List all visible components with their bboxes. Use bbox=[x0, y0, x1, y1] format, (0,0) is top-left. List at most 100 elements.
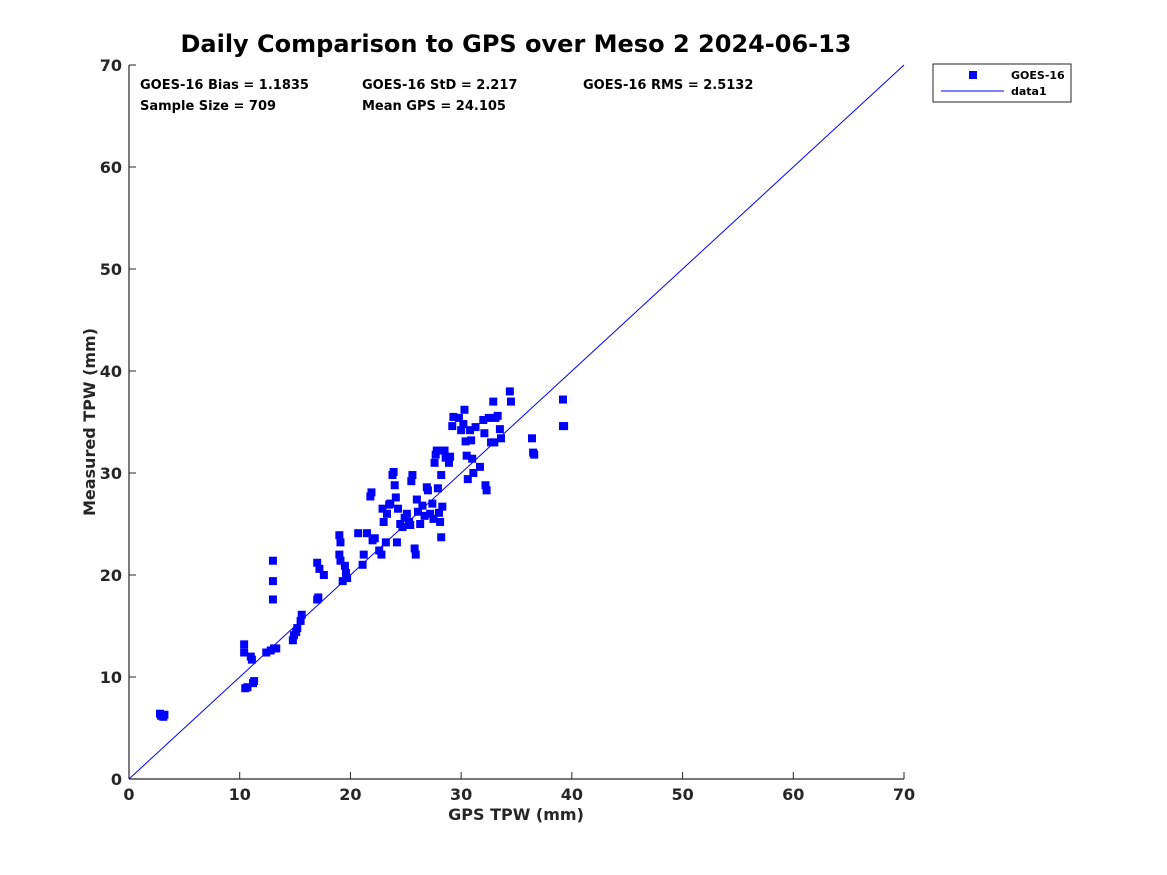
data-point-goes16 bbox=[367, 488, 376, 497]
data-point-goes16 bbox=[497, 434, 505, 443]
data-point-goes16 bbox=[296, 616, 305, 625]
stat-mean-gps: Mean GPS = 24.105 bbox=[362, 99, 506, 114]
data-point-goes16 bbox=[343, 574, 352, 583]
data-point-goes16 bbox=[338, 577, 347, 586]
axes: 0 10 20 30 40 50 60 70 0 10 20 30 40 50 60 70 bbox=[100, 56, 915, 804]
plot-area bbox=[128, 64, 905, 780]
x-tick-label: 40 bbox=[561, 785, 583, 804]
data-point-goes16 bbox=[378, 504, 387, 513]
data-point-goes16 bbox=[250, 677, 259, 686]
data-point-goes16 bbox=[530, 450, 539, 459]
data-point-goes16 bbox=[446, 452, 455, 461]
data-point-goes16 bbox=[354, 529, 363, 538]
data-point-goes16 bbox=[272, 644, 281, 653]
data-point-goes16 bbox=[460, 405, 469, 414]
legend-box bbox=[932, 63, 1072, 103]
x-tick-label: 30 bbox=[450, 785, 472, 804]
data-point-goes16 bbox=[408, 471, 417, 480]
data-point-goes16 bbox=[366, 492, 375, 501]
data-point-goes16 bbox=[448, 422, 457, 431]
x-tick-label: 60 bbox=[782, 785, 804, 804]
chart-title: Daily Comparison to GPS over Meso 2 2024… bbox=[180, 30, 851, 58]
data-point-goes16 bbox=[441, 453, 450, 462]
data-point-goes16 bbox=[293, 624, 302, 633]
data-point-goes16 bbox=[314, 593, 323, 602]
data-point-goes16 bbox=[528, 434, 536, 443]
x-tick-label: 10 bbox=[229, 785, 251, 804]
data-point-goes16 bbox=[389, 467, 398, 476]
data-point-goes16 bbox=[479, 415, 488, 424]
data-point-goes16 bbox=[268, 595, 277, 604]
y-tick-label: 30 bbox=[100, 464, 122, 483]
data-point-goes16 bbox=[463, 475, 472, 484]
data-point-goes16 bbox=[315, 564, 324, 573]
data-point-goes16 bbox=[400, 513, 409, 522]
data-point-goes16 bbox=[381, 538, 390, 547]
data-point-goes16 bbox=[430, 458, 439, 467]
x-tick-label: 50 bbox=[671, 785, 693, 804]
data-point-goes16 bbox=[240, 640, 249, 649]
data-point-goes16 bbox=[437, 533, 446, 542]
data-point-goes16 bbox=[402, 509, 411, 518]
data-point-goes16 bbox=[423, 486, 432, 495]
data-point-goes16 bbox=[412, 495, 421, 504]
data-point-goes16 bbox=[292, 628, 301, 637]
legend-label-data1: data1 bbox=[1011, 85, 1047, 98]
data-point-goes16 bbox=[438, 502, 447, 511]
data-point-goes16 bbox=[336, 556, 345, 565]
data-point-goes16 bbox=[297, 610, 306, 619]
y-tick-label: 10 bbox=[100, 668, 122, 687]
data-point-goes16 bbox=[559, 395, 567, 404]
legend-marker-goes16 bbox=[969, 71, 977, 79]
data-point-goes16 bbox=[391, 493, 400, 502]
data-point-goes16 bbox=[459, 420, 468, 429]
x-tick-label: 20 bbox=[339, 785, 361, 804]
y-tick-label: 60 bbox=[100, 158, 122, 177]
data-point-goes16 bbox=[340, 561, 349, 570]
data-point-goes16 bbox=[440, 446, 449, 455]
data-point-goes16 bbox=[467, 436, 476, 445]
data-point-goes16 bbox=[560, 422, 569, 431]
data-point-goes16 bbox=[313, 558, 322, 567]
data-point-goes16 bbox=[432, 446, 441, 455]
data-point-goes16 bbox=[243, 683, 252, 692]
data-point-goes16 bbox=[449, 412, 458, 421]
y-tick-label: 50 bbox=[100, 260, 122, 279]
data-point-goes16 bbox=[342, 568, 350, 577]
data-point-goes16 bbox=[359, 550, 368, 559]
data-point-goes16 bbox=[454, 413, 463, 422]
data-point-goes16 bbox=[268, 577, 277, 586]
data-point-goes16 bbox=[398, 523, 407, 532]
data-point-goes16 bbox=[444, 458, 453, 467]
data-point-goes16 bbox=[471, 423, 480, 432]
data-point-goes16 bbox=[358, 560, 367, 569]
data-point-goes16 bbox=[480, 429, 489, 438]
x-tick-label: 70 bbox=[893, 785, 915, 804]
data-point-goes16 bbox=[379, 517, 388, 526]
data-point-goes16 bbox=[435, 508, 443, 517]
data-point-goes16 bbox=[490, 438, 499, 447]
data-point-goes16 bbox=[457, 426, 466, 435]
data-point-goes16 bbox=[429, 514, 438, 523]
data-point-goes16 bbox=[377, 550, 386, 559]
series-line-data1 bbox=[128, 64, 905, 780]
y-tick-label: 20 bbox=[100, 566, 122, 585]
data-point-goes16 bbox=[493, 411, 502, 420]
stat-sample-size: Sample Size = 709 bbox=[140, 99, 276, 114]
data-point-goes16 bbox=[335, 550, 344, 559]
data-point-goes16 bbox=[461, 437, 470, 446]
data-point-goes16 bbox=[319, 571, 328, 579]
data-point-goes16 bbox=[375, 546, 384, 555]
y-tick-label: 70 bbox=[100, 56, 122, 75]
data-point-goes16 bbox=[410, 544, 419, 553]
data-point-goes16 bbox=[370, 534, 379, 543]
data-point-goes16 bbox=[382, 509, 391, 518]
stat-std: GOES-16 StD = 2.217 bbox=[362, 78, 517, 93]
data-point-goes16 bbox=[484, 413, 493, 422]
data-point-goes16 bbox=[394, 504, 403, 513]
data-point-goes16 bbox=[336, 538, 345, 547]
legend-label-goes16: GOES-16 bbox=[1011, 69, 1065, 82]
data-point-goes16 bbox=[506, 397, 515, 406]
data-point-goes16 bbox=[406, 521, 415, 530]
